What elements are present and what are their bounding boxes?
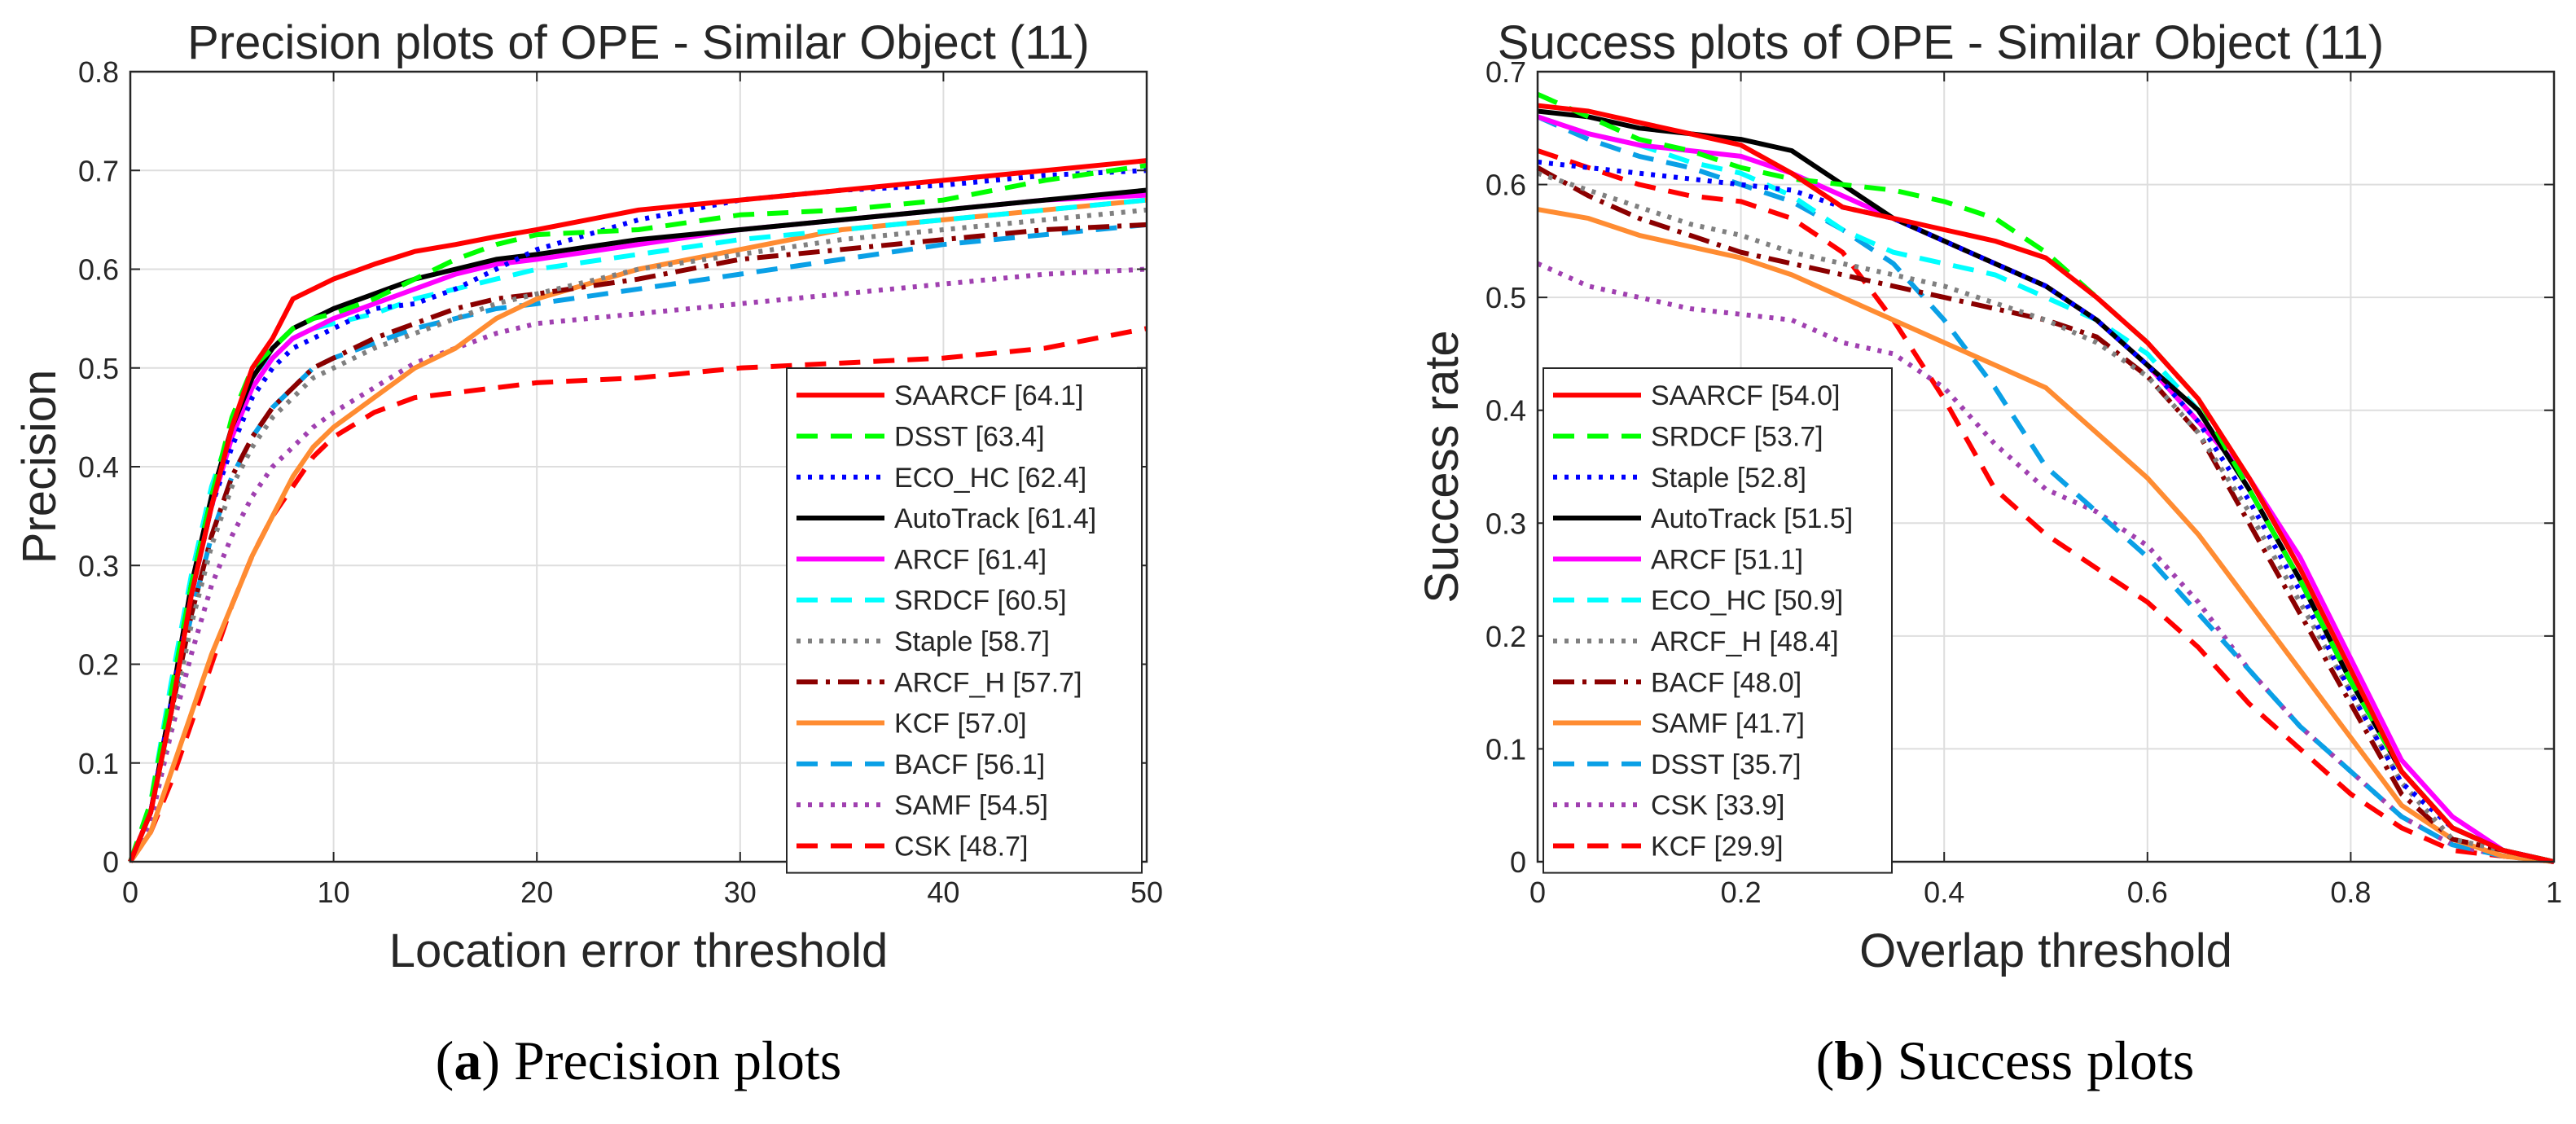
success-series-line bbox=[1537, 103, 2555, 864]
success-x-tick-label: 0 bbox=[1529, 876, 1546, 909]
success-x-axis-label: Overlap threshold bbox=[1859, 924, 2232, 977]
caption-b: (b) Success plots bbox=[1816, 1030, 2195, 1091]
precision-series-line bbox=[128, 222, 1148, 863]
success-plot-panel: Success plots of OPE - Similar Object (1… bbox=[1415, 16, 2562, 977]
success-y-ticks: 0 0.1 0.2 0.3 0.4 0.5 0.6 0.7 bbox=[1485, 55, 2554, 879]
precision-x-tick-label: 10 bbox=[318, 876, 350, 909]
success-series-line bbox=[1537, 114, 2555, 864]
success-legend-label: SAARCF [54.0] bbox=[1651, 380, 1840, 411]
success-legend-label: SRDCF [53.7] bbox=[1651, 421, 1823, 452]
success-series-line bbox=[1536, 261, 2555, 864]
precision-legend-label: SAMF [54.5] bbox=[894, 790, 1048, 821]
success-plot-title: Success plots of OPE - Similar Object (1… bbox=[1498, 16, 2384, 69]
success-x-tick-label: 0.4 bbox=[1924, 876, 1964, 909]
success-y-tick-label: 0 bbox=[1510, 845, 1526, 879]
precision-y-tick-label: 0.4 bbox=[78, 450, 119, 484]
precision-legend-label: ARCF [61.4] bbox=[894, 544, 1047, 575]
precision-legend-label: DSST [63.4] bbox=[894, 421, 1045, 452]
success-series-lines bbox=[1536, 91, 2555, 864]
success-y-tick-label: 0.3 bbox=[1485, 507, 1526, 540]
precision-y-tick-label: 0.3 bbox=[78, 549, 119, 582]
success-series-line bbox=[1536, 165, 2555, 864]
precision-x-ticks: 0 10 20 30 40 50 bbox=[122, 72, 1163, 909]
precision-y-tick-label: 0.6 bbox=[78, 253, 119, 287]
caption-a: (a) Precision plots bbox=[436, 1030, 842, 1091]
caption-b-text: Success plots bbox=[1898, 1030, 2195, 1091]
precision-legend-label: SRDCF [60.5] bbox=[894, 586, 1067, 617]
precision-series-line bbox=[128, 222, 1148, 863]
precision-x-tick-label: 40 bbox=[927, 876, 959, 909]
success-x-ticks: 0 0.2 0.4 0.6 0.8 1 bbox=[1529, 72, 2562, 909]
precision-series-lines bbox=[128, 158, 1148, 863]
success-legend-label: SAMF [41.7] bbox=[1651, 709, 1805, 740]
precision-x-tick-label: 50 bbox=[1130, 876, 1163, 909]
precision-series-line bbox=[128, 207, 1148, 863]
success-y-tick-label: 0.4 bbox=[1485, 394, 1526, 428]
precision-x-tick-label: 30 bbox=[724, 876, 757, 909]
success-x-tick-label: 1 bbox=[2546, 876, 2562, 909]
success-legend-box bbox=[1543, 367, 1893, 874]
precision-y-tick-label: 0 bbox=[103, 845, 119, 879]
success-series-line bbox=[1537, 148, 2555, 864]
precision-y-tick-label: 0.7 bbox=[78, 154, 119, 187]
success-legend-label: AutoTrack [51.5] bbox=[1651, 503, 1853, 534]
success-series-line bbox=[1537, 159, 2555, 864]
precision-series-line bbox=[128, 197, 1148, 863]
success-y-axis-label: Success rate bbox=[1415, 330, 1468, 603]
precision-legend-label: AutoTrack [61.4] bbox=[894, 503, 1096, 534]
precision-legend-label: Staple [58.7] bbox=[894, 626, 1050, 657]
precision-x-axis-label: Location error threshold bbox=[389, 924, 889, 977]
precision-series-line bbox=[128, 197, 1148, 863]
success-legend-label: KCF [29.9] bbox=[1651, 831, 1784, 862]
precision-y-tick-label: 0.1 bbox=[78, 747, 119, 780]
success-legend-label: CSK [33.9] bbox=[1651, 790, 1784, 821]
success-legend: SAARCF [54.0] SRDCF [53.7] Staple [52.8] Au… bbox=[1543, 367, 1893, 874]
success-legend-label: ARCF_H [48.4] bbox=[1651, 626, 1839, 657]
success-legend-label: ECO_HC [50.9] bbox=[1651, 586, 1843, 617]
precision-y-ticks: 0 0.1 0.2 0.3 0.4 0.5 0.6 0.7 0.8 bbox=[78, 55, 1147, 879]
precision-legend-label: ECO_HC [62.4] bbox=[894, 463, 1086, 494]
success-x-tick-label: 0.2 bbox=[1721, 876, 1762, 909]
precision-plot-title: Precision plots of OPE - Similar Object … bbox=[187, 16, 1090, 69]
precision-legend-label: SAARCF [64.1] bbox=[894, 380, 1083, 411]
precision-y-tick-label: 0.5 bbox=[78, 352, 119, 385]
success-legend-label: ARCF [51.1] bbox=[1651, 544, 1803, 575]
precision-series-line bbox=[128, 158, 1148, 863]
caption-b-label: b bbox=[1834, 1030, 1865, 1091]
precision-legend: SAARCF [64.1] DSST [63.4] ECO_HC [62.4] Aut… bbox=[786, 367, 1143, 874]
caption-a-label: a bbox=[454, 1030, 481, 1091]
success-y-tick-label: 0.5 bbox=[1485, 281, 1526, 314]
precision-y-tick-label: 0.8 bbox=[78, 55, 119, 89]
success-axes-box bbox=[1536, 70, 2556, 863]
precision-series-line bbox=[128, 266, 1148, 863]
precision-legend-label: CSK [48.7] bbox=[894, 831, 1028, 862]
success-x-tick-label: 0.8 bbox=[2330, 876, 2371, 909]
caption-a-text: Precision plots bbox=[514, 1030, 841, 1091]
success-legend-label: Staple [52.8] bbox=[1651, 463, 1806, 494]
precision-series-line bbox=[128, 326, 1148, 863]
precision-legend-label: ARCF_H [57.7] bbox=[894, 667, 1082, 698]
success-y-tick-label: 0.6 bbox=[1485, 169, 1526, 202]
success-series-line bbox=[1537, 207, 2555, 864]
precision-legend-label: KCF [57.0] bbox=[894, 709, 1027, 740]
success-y-tick-label: 0.2 bbox=[1485, 620, 1526, 653]
success-y-tick-label: 0.1 bbox=[1485, 732, 1526, 766]
success-series-line bbox=[1536, 114, 2555, 864]
precision-plot-panel: Precision plots of OPE - Similar Object … bbox=[13, 16, 1163, 977]
success-legend-label: DSST [35.7] bbox=[1651, 749, 1801, 780]
success-y-tick-label: 0.7 bbox=[1485, 55, 1526, 89]
precision-legend-label: BACF [56.1] bbox=[894, 749, 1045, 780]
success-x-tick-label: 0.6 bbox=[2127, 876, 2168, 909]
success-legend-label: BACF [48.0] bbox=[1651, 667, 1801, 698]
precision-series-line bbox=[128, 163, 1148, 863]
precision-legend-box bbox=[786, 367, 1143, 874]
precision-y-tick-label: 0.2 bbox=[78, 648, 119, 682]
precision-x-tick-label: 0 bbox=[122, 876, 138, 909]
precision-y-axis-label: Precision bbox=[13, 370, 66, 564]
precision-x-tick-label: 20 bbox=[520, 876, 553, 909]
